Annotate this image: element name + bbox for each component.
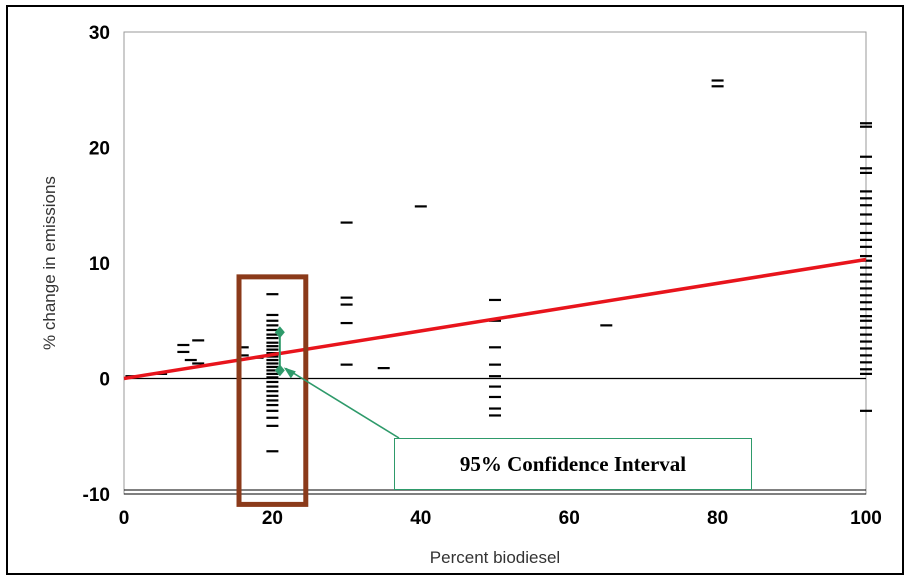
confidence-interval-marker	[274, 326, 285, 377]
ci-upper-marker	[274, 326, 285, 339]
y-tick-label: 20	[89, 139, 110, 160]
x-tick-label: 20	[262, 508, 283, 529]
x-tick-label: 100	[850, 508, 882, 529]
highlight-box	[236, 274, 309, 507]
y-tick-label: 0	[99, 370, 110, 391]
ci-lower-marker	[274, 364, 285, 377]
x-tick-label: 80	[707, 508, 728, 529]
y-tick-label: 10	[89, 254, 110, 275]
plot-area	[123, 31, 867, 495]
y-tick-labels: 30 20 10 0 -10	[83, 23, 110, 506]
callout-connector	[285, 367, 400, 439]
x-tick-label: 60	[559, 508, 580, 529]
confidence-interval-callout: 95% Confidence Interval	[394, 438, 752, 490]
x-tick-labels: 0 20 40 60 80 100	[119, 508, 882, 529]
trend-line	[123, 257, 867, 381]
y-axis-label: % change in emissions	[40, 176, 59, 350]
callout-arrowhead	[283, 367, 296, 379]
x-tick-label: 40	[410, 508, 431, 529]
x-tick-label: 0	[119, 508, 130, 529]
y-tick-label: 30	[89, 23, 110, 44]
data-points	[125, 79, 872, 453]
x-axis-label: Percent biodiesel	[430, 548, 560, 567]
y-tick-label: -10	[83, 485, 110, 506]
